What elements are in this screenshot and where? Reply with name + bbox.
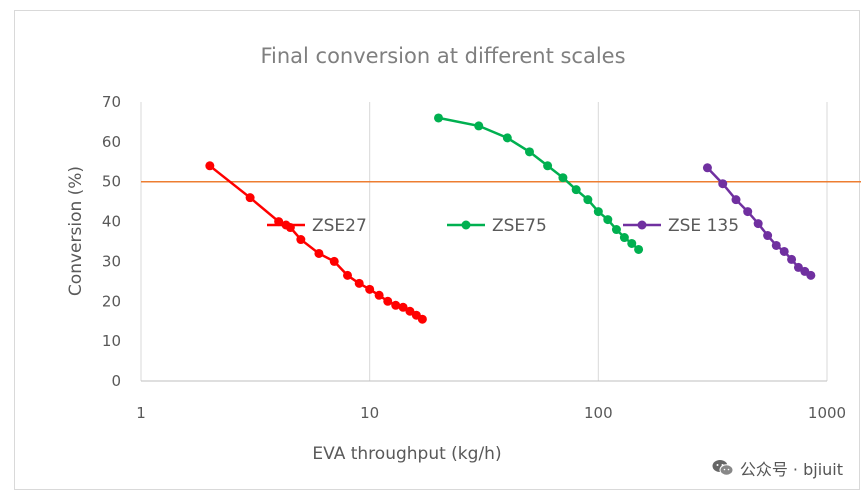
data-point-zse27 [354, 278, 364, 288]
data-point-zse27 [405, 306, 415, 316]
y-axis-ticks: 0 10 20 30 40 50 60 70 [102, 93, 121, 390]
legend-label-zse27: ZSE27 [312, 216, 367, 236]
data-point-zse-135 [753, 219, 763, 229]
data-point-zse-135 [771, 240, 781, 250]
data-point-zse75 [524, 147, 534, 157]
y-tick-label: 70 [102, 93, 121, 111]
legend-label-zse-135: ZSE 135 [668, 216, 739, 236]
data-point-zse27 [245, 193, 255, 203]
data-point-zse27 [329, 256, 339, 266]
y-axis-label: Conversion (%) [66, 166, 86, 296]
data-point-zse27 [374, 290, 384, 300]
data-point-zse-135 [779, 246, 789, 256]
y-tick-label: 0 [111, 372, 121, 390]
y-tick-label: 10 [102, 332, 121, 350]
data-point-zse-135 [743, 207, 753, 217]
y-tick-label: 60 [102, 133, 121, 151]
y-tick-label: 20 [102, 292, 121, 310]
chart: Final conversion at different scales 010… [66, 44, 861, 464]
data-point-zse-135 [787, 254, 797, 264]
data-point-zse-135 [702, 163, 712, 173]
data-point-zse-135 [718, 179, 728, 189]
data-point-zse75 [434, 113, 444, 123]
x-axis-label: EVA throughput (kg/h) [312, 444, 501, 464]
data-point-zse-135 [793, 262, 803, 272]
data-point-zse75 [502, 133, 512, 143]
data-point-zse27 [205, 161, 215, 171]
data-point-zse75 [619, 233, 629, 243]
x-tick-label: 100 [584, 404, 613, 422]
x-tick-label: 10 [360, 404, 379, 422]
legend-marker-zse-135 [637, 220, 647, 230]
chart-title: Final conversion at different scales [260, 44, 625, 68]
legend-marker-zse27 [281, 220, 291, 230]
data-point-zse27 [365, 284, 375, 294]
data-point-zse75 [603, 215, 613, 225]
data-point-zse75 [558, 173, 568, 183]
series-line-zse27 [209, 164, 424, 321]
data-point-zse-135 [731, 195, 741, 205]
wechat-icon [712, 460, 734, 476]
data-point-zse75 [571, 185, 581, 195]
x-tick-label: 1 [136, 404, 146, 422]
data-point-zse75 [634, 244, 644, 254]
legend-marker-zse75 [461, 220, 471, 230]
data-point-zse-135 [806, 270, 816, 280]
data-point-zse27 [343, 270, 353, 280]
legend: ZSE27 ZSE75 ZSE 135 [267, 216, 739, 236]
chart-frame: Final conversion at different scales 0 10… [14, 10, 861, 490]
y-tick-label: 50 [102, 173, 121, 191]
y-tick-label: 30 [102, 252, 121, 270]
data-point-zse27 [391, 300, 401, 310]
data-point-zse75 [583, 195, 593, 205]
data-point-zse75 [611, 225, 621, 235]
watermark-text: 公众号 · bjiuit [739, 460, 843, 479]
y-tick-label: 40 [102, 213, 121, 231]
data-point-zse27 [296, 235, 306, 245]
x-axis-ticks: 1 10 100 1000 [136, 404, 846, 422]
watermark: 公众号 · bjiuit [712, 456, 843, 480]
legend-label-zse75: ZSE75 [492, 216, 547, 236]
data-point-zse-135 [763, 231, 773, 241]
data-point-zse27 [314, 248, 324, 258]
data-point-zse27 [383, 296, 393, 306]
data-point-zse75 [627, 238, 637, 248]
data-point-zse75 [593, 207, 603, 217]
x-tick-label: 1000 [808, 404, 846, 422]
data-point-zse75 [474, 121, 484, 131]
data-point-zse27 [417, 314, 427, 324]
data-point-zse75 [543, 161, 553, 171]
grid [140, 102, 828, 382]
data-point-zse27 [398, 302, 408, 312]
